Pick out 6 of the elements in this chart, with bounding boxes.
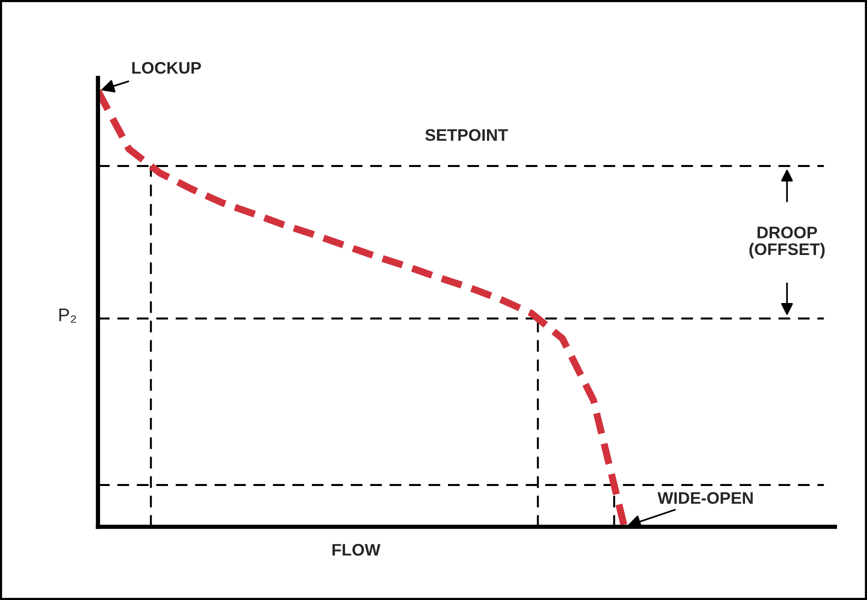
text: WIDE-OPEN xyxy=(658,492,753,504)
x-axis-title: FLOW xyxy=(332,544,380,556)
text: DROOP (OFFSET) xyxy=(749,226,825,258)
text: LOCKUP xyxy=(132,62,201,74)
y-axis-title: P₂ xyxy=(59,308,76,323)
ref-line-label: SETPOINT xyxy=(425,129,508,141)
